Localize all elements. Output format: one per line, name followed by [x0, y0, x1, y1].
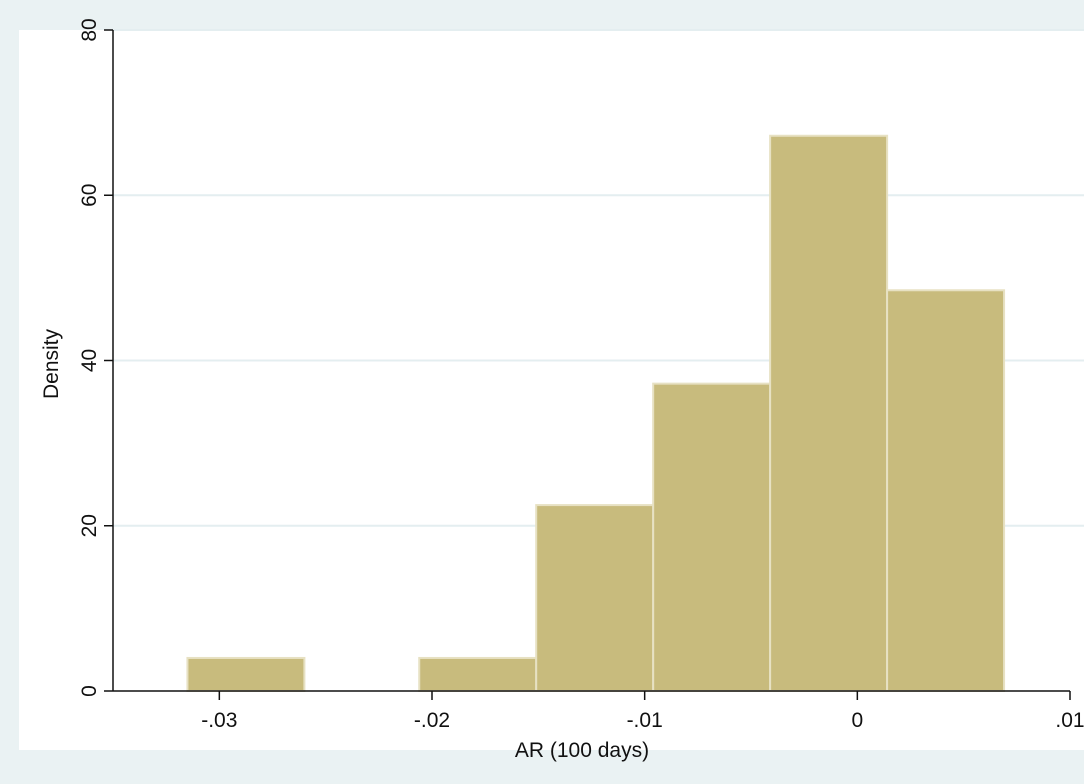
y-tick-label-4: 80: [78, 18, 101, 41]
histogram-bar-1: [418, 656, 538, 693]
y-tick-label-1: 20: [78, 514, 101, 537]
x-tick-label-1: -.02: [414, 709, 450, 732]
axes: 0 20 40 60 80 -.03 -.02 -.01 0 .01: [78, 18, 1084, 732]
y-tick-label-2: 40: [78, 349, 101, 372]
histogram-bar-4: [769, 134, 889, 692]
x-tick-label-3: 0: [851, 709, 863, 732]
y-tick-label-0: 0: [78, 685, 101, 697]
y-tick-label-3: 60: [78, 184, 101, 207]
x-tick-label-4: .01: [1055, 709, 1084, 732]
x-tick-label-0: -.03: [201, 709, 237, 732]
x-axis-title: AR (100 days): [515, 739, 649, 762]
histogram-bar-5: [886, 289, 1006, 692]
x-tick-label-2: -.01: [627, 709, 663, 732]
histogram-bar-2: [535, 504, 655, 692]
y-axis-title: Density: [40, 328, 63, 399]
histogram-bar-3: [652, 382, 772, 692]
histogram-bar-0: [186, 656, 306, 693]
